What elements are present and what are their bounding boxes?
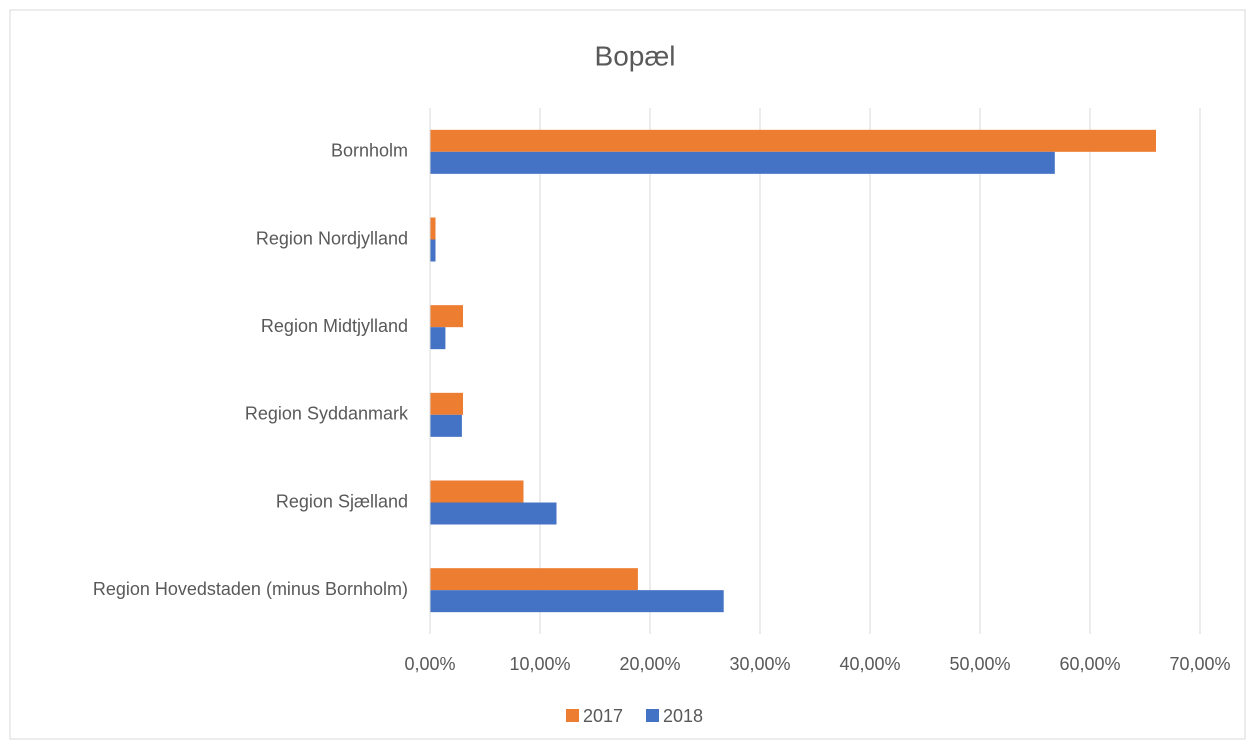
x-tick-label: 20,00% (619, 654, 680, 674)
bar (430, 414, 462, 437)
bar (430, 392, 463, 415)
x-tick-label: 70,00% (1169, 654, 1230, 674)
bar (430, 502, 557, 525)
y-tick-label: Region Hovedstaden (minus Bornholm) (93, 579, 408, 599)
bar (430, 129, 1156, 152)
bar (430, 239, 436, 262)
legend-label: 2017 (583, 706, 623, 726)
bar (430, 327, 446, 350)
y-tick-label: Region Nordjylland (256, 228, 408, 248)
y-tick-label: Bornholm (331, 141, 408, 161)
bar (430, 305, 463, 328)
bar (430, 480, 524, 503)
chart-border (9, 9, 1246, 740)
y-tick-label: Region Syddanmark (245, 404, 409, 424)
legend-swatch (646, 709, 659, 722)
x-tick-label: 30,00% (729, 654, 790, 674)
legend-label: 2018 (663, 706, 703, 726)
x-tick-label: 40,00% (839, 654, 900, 674)
x-tick-label: 60,00% (1059, 654, 1120, 674)
bar (430, 217, 436, 240)
bar (430, 568, 638, 591)
x-tick-label: 10,00% (509, 654, 570, 674)
chart-title: Bopæl (595, 40, 676, 71)
bar (430, 151, 1055, 174)
legend-swatch (566, 709, 579, 722)
bar (430, 590, 724, 613)
y-tick-label: Region Sjælland (276, 491, 408, 511)
y-tick-label: Region Midtjylland (261, 316, 408, 336)
x-tick-label: 50,00% (949, 654, 1010, 674)
x-tick-label: 0,00% (404, 654, 455, 674)
